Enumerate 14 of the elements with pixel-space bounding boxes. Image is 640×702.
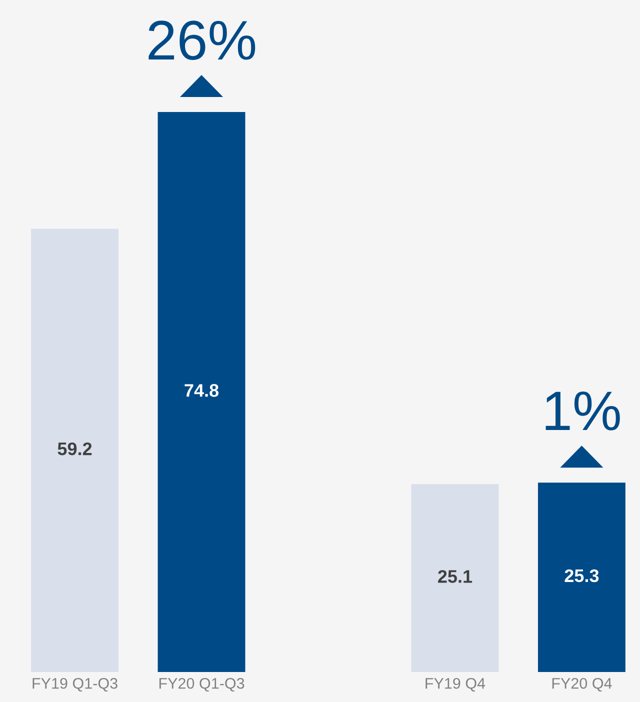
x-tick-label: FY19 Q4	[426, 678, 486, 692]
x-tick-label: FY20 Q1-Q3	[159, 678, 244, 692]
bar	[158, 112, 246, 672]
data-label: 25.1	[438, 570, 472, 583]
x-tick-label: FY19 Q1-Q3	[32, 678, 118, 692]
data-label: 74.8	[184, 384, 219, 397]
bar	[411, 484, 499, 672]
x-tick-label: FY20 Q4	[552, 678, 612, 692]
annotation: 26%	[148, 20, 256, 60]
annotation: 1%	[546, 392, 620, 430]
data-label: 59.2	[58, 442, 92, 456]
bar	[31, 228, 118, 672]
data-label: 25.3	[564, 569, 599, 582]
bar	[538, 482, 626, 672]
